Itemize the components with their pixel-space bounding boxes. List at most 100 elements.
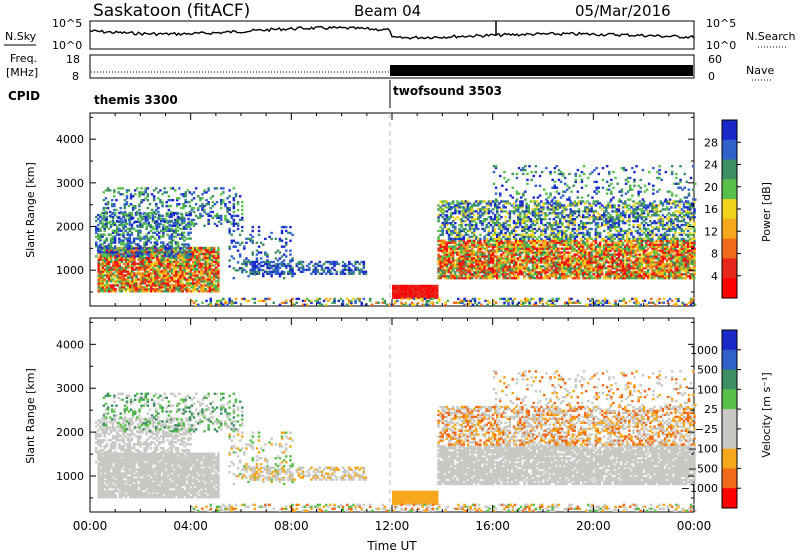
power-cell (116, 252, 119, 256)
power-cell (156, 272, 159, 275)
power-cell (204, 260, 207, 263)
power-cell (120, 274, 124, 277)
power-cell (116, 246, 119, 250)
power-cell (156, 280, 159, 283)
power-cell (202, 280, 205, 283)
power-cell (207, 218, 210, 222)
power-cell (118, 227, 121, 230)
power-cell (105, 255, 108, 258)
power-cell (202, 264, 205, 267)
power-cell (204, 284, 207, 287)
power-cell (127, 189, 131, 192)
power-cell (105, 276, 109, 279)
power-cell (210, 280, 214, 283)
power-cell (215, 224, 219, 227)
power-cell (289, 249, 292, 252)
power-cell (136, 187, 139, 190)
power-cell (175, 258, 178, 261)
power-cell (145, 260, 149, 263)
power-cell (166, 264, 170, 267)
power-cell (187, 274, 191, 277)
power-cell (120, 243, 123, 246)
power-cell (129, 288, 132, 291)
power-cell (208, 270, 212, 273)
power-cell (176, 222, 179, 225)
power-cell (107, 247, 111, 250)
power-cell (105, 260, 109, 263)
power-cell (191, 278, 195, 281)
power-cell (130, 213, 134, 217)
power-cell (175, 288, 178, 291)
power-cell (126, 239, 129, 242)
nsearch-label: N.Search (746, 30, 796, 43)
power-cell (133, 248, 136, 252)
power-cell (128, 243, 132, 246)
power-cell (183, 258, 186, 261)
power-cell (150, 286, 153, 289)
power-cell (114, 270, 117, 273)
power-cell (198, 264, 201, 267)
power-cell (189, 227, 192, 230)
power-cell (109, 237, 113, 240)
power-cell (147, 280, 151, 283)
power-cell (173, 272, 176, 275)
power-cell (189, 270, 193, 273)
power-cell (173, 258, 176, 261)
power-cell (177, 278, 180, 281)
power-cell (198, 290, 201, 293)
power-cell (122, 233, 125, 236)
power-cell (152, 272, 155, 275)
power-cell (177, 288, 180, 291)
power-cell (208, 252, 212, 256)
power-cell (132, 237, 136, 240)
power-cell (128, 239, 132, 242)
power-cell (124, 260, 128, 263)
power-cell (206, 290, 210, 293)
power-cell (112, 284, 115, 287)
power-cell (208, 248, 212, 252)
power-cell (289, 239, 292, 242)
power-cell (196, 284, 199, 287)
power-cell (212, 284, 216, 287)
power-cell (114, 248, 117, 252)
power-cell (150, 252, 153, 256)
power-cell (179, 288, 182, 291)
power-cell (130, 227, 134, 230)
power-cell (95, 227, 98, 230)
power-cell (109, 239, 113, 242)
power-cell (236, 261, 240, 264)
power-cell (122, 288, 126, 291)
power-cell (130, 247, 134, 250)
power-cell (187, 270, 191, 273)
power-cell (97, 278, 100, 281)
power-cell (179, 278, 182, 281)
power-cell (150, 260, 153, 263)
power-cell (194, 286, 197, 289)
power-cell (124, 249, 127, 252)
freq-tick-low: 8 (72, 70, 79, 83)
power-cell (108, 250, 111, 254)
power-cell (101, 243, 104, 246)
power-cell (137, 288, 140, 291)
power-cell (152, 290, 155, 293)
power-cell (162, 278, 166, 281)
power-cell (202, 256, 205, 260)
power-cell (206, 270, 210, 273)
power-cell (155, 187, 158, 190)
power-cell (118, 247, 121, 250)
power-cell (236, 214, 240, 218)
power-cell (173, 274, 176, 277)
power-cell (99, 264, 103, 267)
power-cell (124, 266, 128, 269)
power-cell (228, 227, 231, 231)
power-cell (147, 248, 151, 252)
power-cell (194, 262, 197, 265)
power-cell (200, 262, 203, 265)
power-cell (152, 264, 155, 267)
power-cell (187, 284, 191, 287)
power-cell (175, 266, 178, 269)
power-cell (162, 258, 166, 261)
power-cell (122, 213, 125, 217)
power-cell (112, 272, 115, 275)
power-cell (215, 286, 218, 289)
